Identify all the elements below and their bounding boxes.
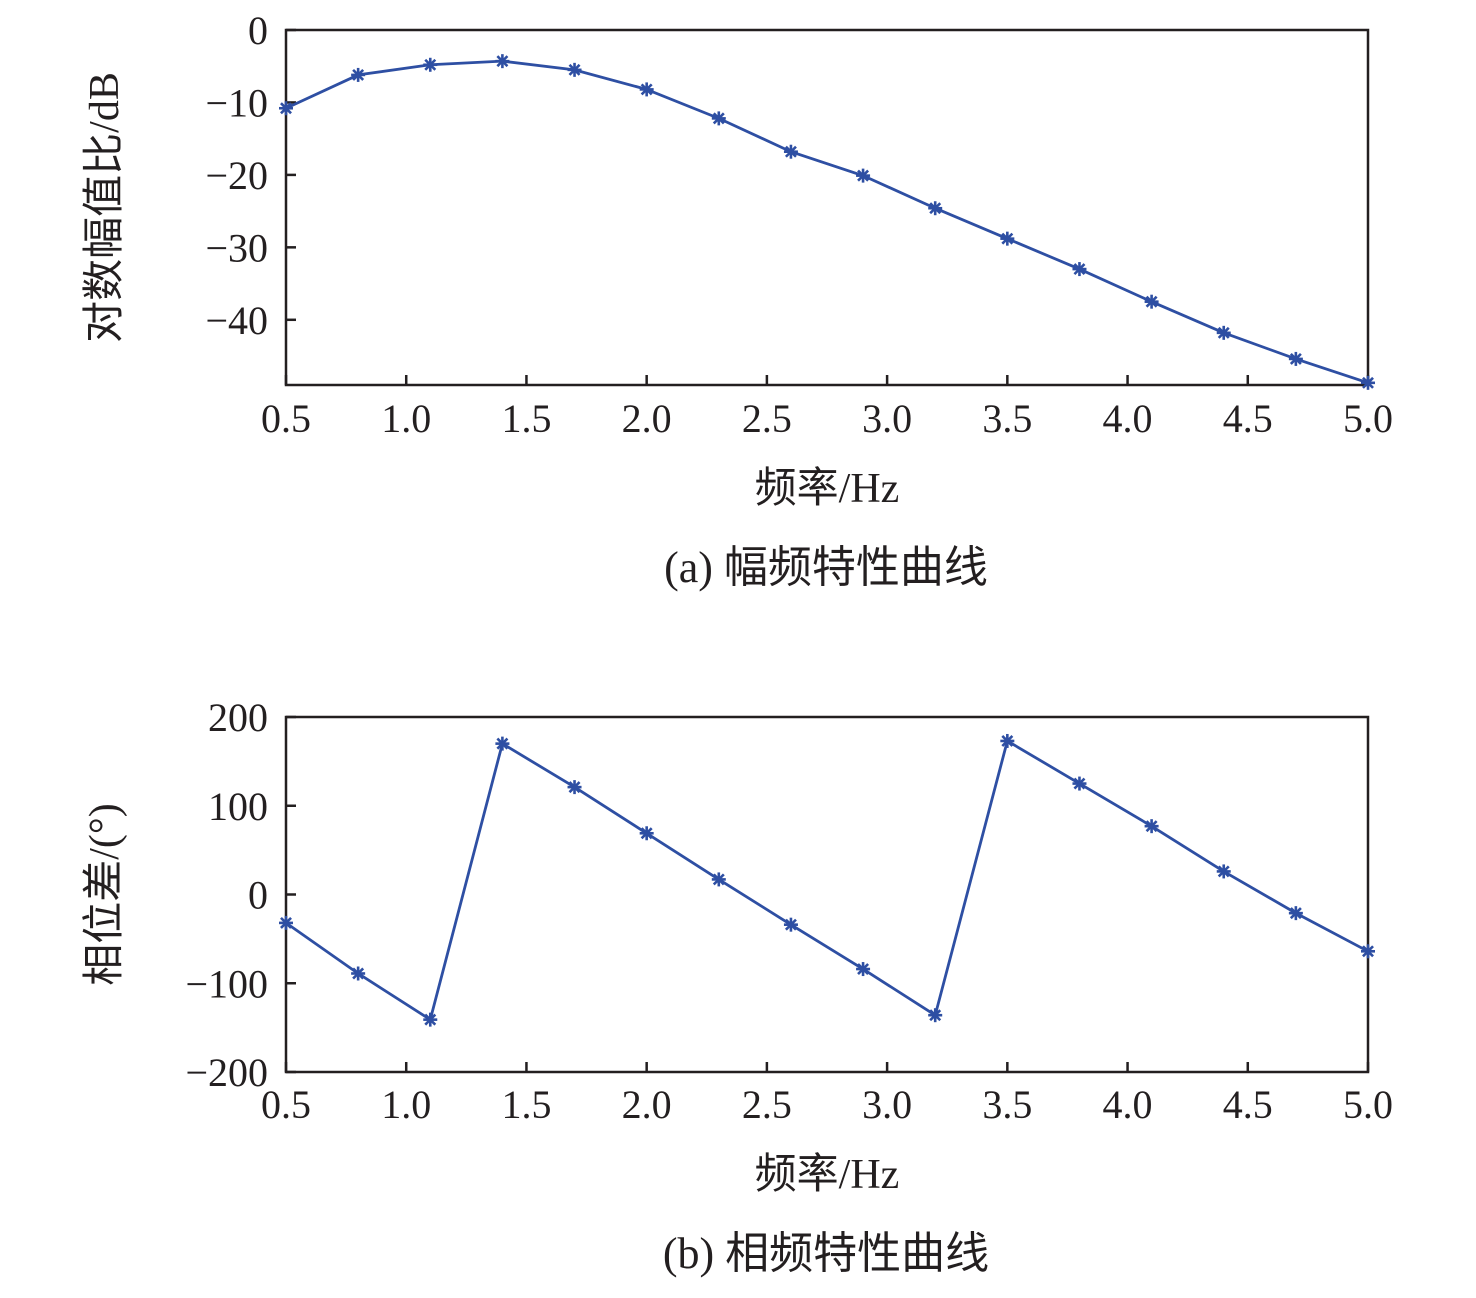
x-tick-label: 4.0 (1103, 1082, 1153, 1127)
data-point-marker (567, 62, 582, 77)
x-tick-label: 0.5 (261, 1082, 311, 1127)
data-point-marker (1216, 864, 1231, 879)
y-tick-label: −100 (185, 961, 268, 1006)
x-tick-label: 3.0 (862, 396, 912, 441)
data-point-marker (351, 67, 366, 82)
y-axis-label: 相位差/(°) (81, 803, 128, 985)
data-point-marker (928, 1008, 943, 1023)
data-point-marker (1000, 231, 1015, 246)
x-tick-label: 2.0 (622, 1082, 672, 1127)
y-tick-label: −10 (205, 80, 268, 125)
data-point-marker (1144, 819, 1159, 834)
x-tick-label: 2.5 (742, 1082, 792, 1127)
x-tick-label: 1.5 (501, 1082, 551, 1127)
data-point-marker (423, 1012, 438, 1027)
phase-frequency-chart: 0.5 1.0 1.5 2.0 2.5 3.0 3.5 4.0 4.5 5.0 200 100 0 −10… (81, 695, 1393, 1278)
plot-frame (284, 28, 1370, 387)
x-tick-label: 3.5 (982, 1082, 1032, 1127)
data-point-marker (279, 101, 293, 116)
data-point-marker (495, 736, 510, 751)
data-point-marker (856, 168, 871, 183)
x-tick-label: 5.0 (1343, 396, 1393, 441)
data-point-marker (639, 826, 654, 841)
y-tick-label: 0 (248, 873, 268, 918)
data-point-marker (1216, 325, 1231, 340)
x-axis-label: 频率/Hz (755, 465, 900, 512)
y-tick-label: 100 (208, 784, 268, 829)
plot-frame (284, 715, 1370, 1074)
x-tick-label: 5.0 (1343, 1082, 1393, 1127)
y-tick-label: −30 (205, 225, 268, 270)
data-point-marker (639, 82, 654, 97)
x-tick-label: 3.0 (862, 1082, 912, 1127)
x-tick-label: 0.5 (261, 396, 311, 441)
y-tick-label: 200 (208, 695, 268, 740)
data-point-marker (1288, 906, 1303, 921)
amplitude-frequency-chart: 0.5 1.0 1.5 2.0 2.5 3.0 3.5 4.0 4.5 5.0 0 −10 −20 −30… (82, 8, 1393, 592)
y-tick-label: −200 (185, 1050, 268, 1095)
data-point-marker (783, 917, 798, 932)
chart-caption: (a) 幅频特性曲线 (664, 543, 988, 592)
x-tick-label: 2.5 (742, 396, 792, 441)
x-tick-label: 1.0 (381, 396, 431, 441)
x-tick-label: 1.0 (381, 1082, 431, 1127)
data-point-marker (1000, 733, 1015, 748)
data-point-marker (495, 54, 510, 69)
data-point-marker (1361, 375, 1375, 390)
data-point-marker (1288, 351, 1303, 366)
data-point-marker (279, 915, 293, 930)
x-tick-label: 4.5 (1223, 1082, 1273, 1127)
y-tick-label: 0 (248, 8, 268, 53)
data-point-marker (1072, 262, 1087, 277)
data-point-marker (711, 111, 726, 126)
data-point-marker (1144, 294, 1159, 309)
x-tick-label: 3.5 (982, 396, 1032, 441)
y-tick-label: −40 (205, 298, 268, 343)
x-axis-label: 频率/Hz (755, 1151, 900, 1198)
x-tick-label: 2.0 (622, 396, 672, 441)
x-tick-label: 4.5 (1223, 396, 1273, 441)
series-line (285, 738, 1369, 1022)
data-point-marker (1072, 776, 1087, 791)
data-point-marker (711, 872, 726, 887)
data-point-marker (783, 144, 798, 159)
y-tick-label: −20 (205, 153, 268, 198)
y-axis-label: 对数幅值比/dB (82, 72, 128, 343)
chart-caption: (b) 相频特性曲线 (663, 1229, 989, 1278)
data-point-marker (351, 966, 366, 981)
x-tick-label: 4.0 (1103, 396, 1153, 441)
data-point-marker (928, 201, 943, 216)
data-point-marker (567, 780, 582, 795)
series-line (285, 59, 1369, 385)
data-point-marker (1361, 944, 1375, 959)
data-point-marker (856, 962, 871, 977)
data-point-marker (423, 57, 438, 72)
x-tick-label: 1.5 (501, 396, 551, 441)
